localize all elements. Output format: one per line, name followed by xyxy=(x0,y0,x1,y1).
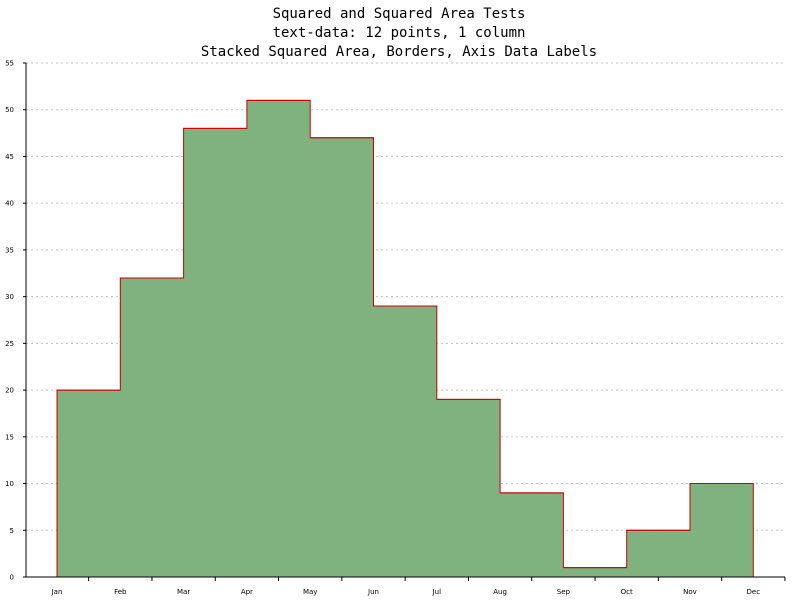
y-tick-label: 55 xyxy=(5,60,14,68)
chart-subtitle-line-2: Stacked Squared Area, Borders, Axis Data… xyxy=(201,44,597,60)
x-tick-label: Feb xyxy=(114,588,127,596)
x-tick-label: Nov xyxy=(683,588,697,596)
y-tick-label: 50 xyxy=(5,106,14,114)
area-series xyxy=(56,99,754,578)
chart-titles: Squared and Squared Area Tests text-data… xyxy=(201,6,597,60)
y-tick-label: 30 xyxy=(5,293,14,301)
x-tick-label: Aug xyxy=(493,588,507,596)
x-tick-label: Jun xyxy=(367,588,379,596)
x-tick-label: Sep xyxy=(557,588,571,596)
axes xyxy=(23,62,786,581)
y-tick-labels: 0 5 10 15 20 25 30 35 40 45 50 55 xyxy=(5,60,14,582)
y-tick-label: 10 xyxy=(5,480,14,488)
x-tick-label: Mar xyxy=(177,588,190,596)
y-tick-label: 40 xyxy=(5,200,14,208)
y-tick-label: 25 xyxy=(5,340,14,348)
y-tick-label: 20 xyxy=(5,387,14,395)
x-tick-label: Oct xyxy=(621,588,633,596)
x-tick-label: Jul xyxy=(432,588,442,596)
chart-subtitle-line-1: text-data: 12 points, 1 column xyxy=(273,25,526,41)
x-tick-labels: Jan Feb Mar Apr May Jun Jul Aug Sep Oct Nov Dec xyxy=(51,588,761,596)
chart-title: Squared and Squared Area Tests xyxy=(273,6,526,22)
x-tick-label: Dec xyxy=(747,588,761,596)
x-tick-label: Jan xyxy=(51,588,63,596)
x-tick-label: Apr xyxy=(241,588,253,596)
y-tick-label: 0 xyxy=(10,574,14,582)
y-tick-label: 5 xyxy=(10,527,14,535)
y-tick-label: 35 xyxy=(5,246,14,254)
x-tick-label: May xyxy=(303,588,317,596)
area-series-fill xyxy=(56,99,754,578)
y-tick-label: 15 xyxy=(5,433,14,441)
y-tick-label: 45 xyxy=(5,153,14,161)
